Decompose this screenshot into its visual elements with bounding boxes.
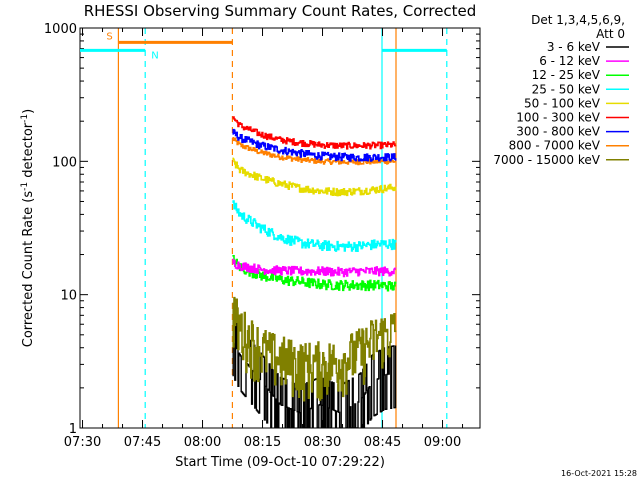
legend-header: Att 0: [596, 27, 625, 41]
x-tick-label: 08:15: [244, 435, 281, 450]
series-line-6: [232, 128, 397, 162]
series-2: [232, 255, 397, 292]
series-line-8: [232, 296, 397, 402]
series-0: [232, 314, 397, 428]
x-tick-label: 07:30: [64, 435, 101, 450]
legend-entry: 800 - 7000 keV: [509, 139, 601, 153]
y-axis-label-exponent: -1: [20, 182, 30, 191]
x-tick-label: 09:00: [424, 435, 461, 450]
series-line-2: [232, 255, 397, 292]
x-axis-label: Start Time (09-Oct-10 07:29:22): [175, 455, 385, 470]
x-tick-label: 08:30: [304, 435, 341, 450]
legend-entry: 7000 - 15000 keV: [493, 153, 600, 167]
legend-header: Det 1,3,4,5,6,9,: [531, 13, 625, 27]
series-4: [232, 157, 397, 197]
legend-entry: 50 - 100 keV: [524, 96, 601, 110]
x-tick-label: 07:45: [124, 435, 161, 450]
x-tick-label: 08:45: [364, 435, 401, 450]
series-line-5: [232, 116, 397, 150]
series-line-3: [232, 200, 397, 253]
annotation-label-0: S: [106, 31, 112, 42]
annotation-label-1: N: [151, 50, 158, 61]
legend-entry: 100 - 300 keV: [516, 111, 600, 125]
timestamp: 16-Oct-2021 15:28: [561, 469, 637, 478]
legend-entry: 300 - 800 keV: [516, 125, 600, 139]
legend-entry: 25 - 50 keV: [532, 82, 601, 96]
legend-entry: 12 - 25 keV: [532, 68, 601, 82]
x-tick-label: 08:00: [184, 435, 221, 450]
y-tick-label: 1: [69, 422, 77, 437]
y-axis-label-part: detector: [21, 122, 36, 182]
y-axis-label-part: ): [21, 109, 36, 114]
series-3: [232, 200, 397, 253]
series-8: [232, 296, 397, 402]
series-1: [232, 258, 397, 278]
series-6: [232, 128, 397, 162]
series-line-0: [232, 314, 397, 428]
legend-entry: 6 - 12 keV: [539, 54, 601, 68]
chart-title: RHESSI Observing Summary Count Rates, Co…: [84, 2, 477, 20]
legend-entry: 3 - 6 keV: [547, 40, 601, 54]
y-tick-label: 1000: [44, 22, 77, 37]
y-axis-label-exponent: -1: [20, 114, 30, 123]
series-line-4: [232, 157, 397, 197]
y-axis-label: Corrected Count Rate (s-1 detector-1): [20, 109, 36, 347]
plot-frame: [79, 27, 481, 429]
y-tick-label: 10: [60, 289, 77, 304]
y-axis-label-part: Corrected Count Rate (s: [21, 191, 36, 348]
y-tick-label: 100: [52, 155, 77, 170]
series-5: [232, 116, 397, 150]
series-line-1: [232, 258, 397, 278]
